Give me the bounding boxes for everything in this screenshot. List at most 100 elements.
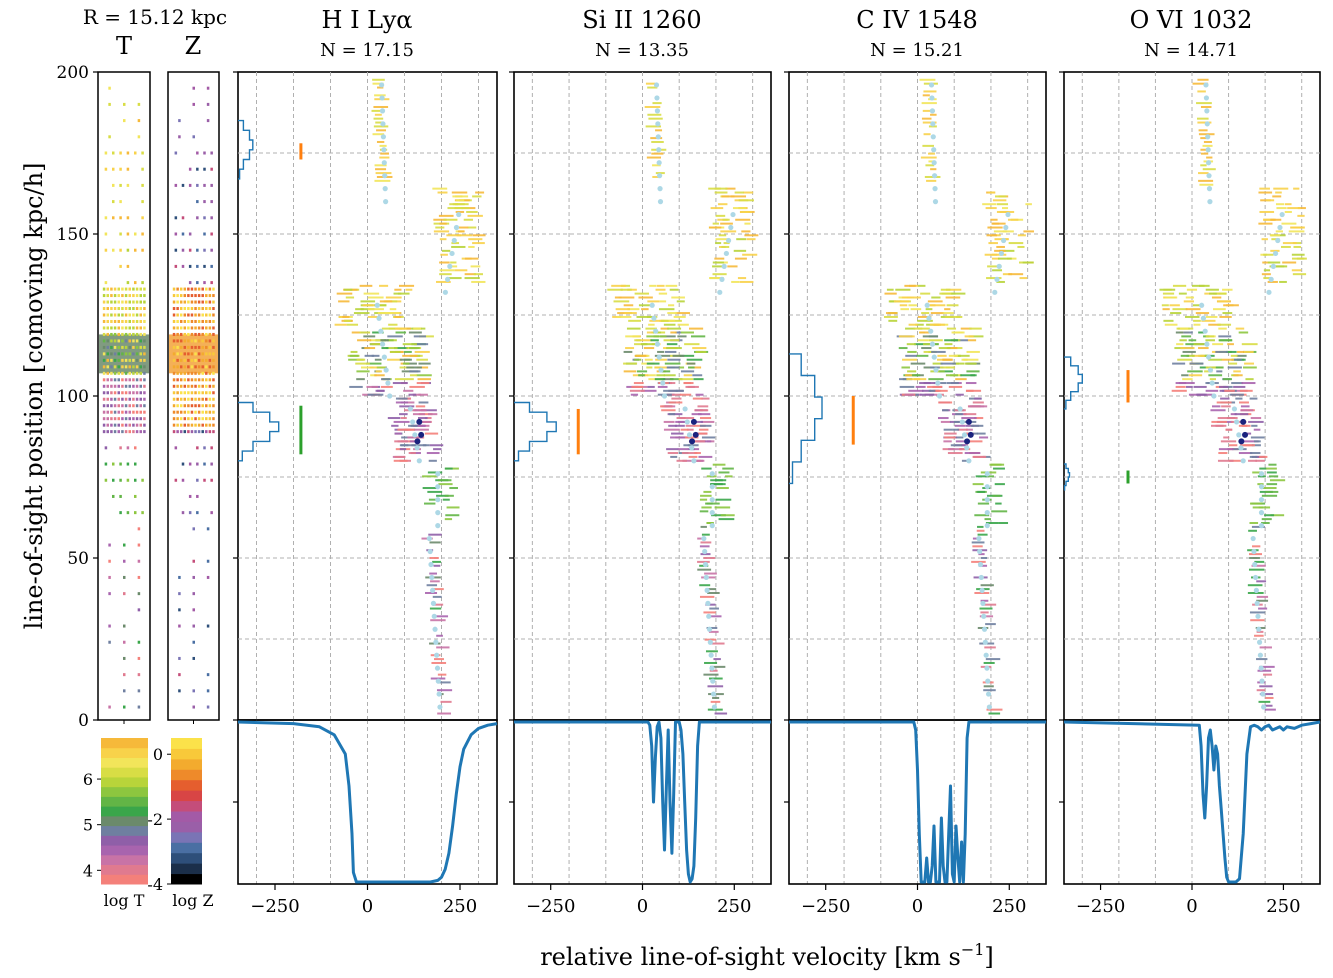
panel-1-particle [385, 312, 400, 315]
panel-1-particle [418, 401, 429, 404]
column-t-cell [106, 326, 109, 330]
panel-1-particle [448, 265, 458, 268]
panel-4-particle [1261, 494, 1278, 497]
panel-2-particle [700, 525, 707, 528]
column-z-cell [194, 397, 197, 401]
column-z-cell [205, 423, 208, 427]
panel-1-particle [366, 385, 378, 388]
panel-3-x-tick-label: 250 [992, 896, 1026, 917]
panel-3-los-velocity-point [936, 393, 943, 399]
panel-2-particle [699, 498, 708, 501]
panel-4-absorber-point [1242, 431, 1249, 438]
column-z-cell [208, 423, 212, 427]
column-t-cell [117, 300, 120, 304]
panel-1-particle [346, 323, 359, 326]
panel-1-particle [375, 168, 387, 171]
panel-2-particle [720, 230, 737, 233]
column-t-cell [128, 397, 131, 401]
panel-1-particle [393, 420, 410, 423]
column-t-cell [139, 397, 142, 401]
column-t-cell [143, 410, 146, 414]
panel-1-particle [413, 335, 427, 338]
column-z-cell [205, 307, 208, 311]
panel-3-particle [917, 327, 930, 330]
panel-4-los-velocity-point [1252, 574, 1259, 581]
panel-1-particle [385, 296, 402, 299]
panel-3-particle [993, 230, 1007, 233]
panel-3-particle [1002, 273, 1013, 276]
panel-1-particle [357, 339, 372, 342]
column-t-cell [102, 410, 106, 414]
column-t-cell [108, 86, 111, 90]
panel-3-particle [992, 269, 1003, 272]
column-t-cell [124, 371, 128, 375]
colorbar-t-band [101, 796, 148, 807]
panel-2-particle [677, 335, 687, 338]
column-t-cell [137, 559, 141, 563]
column-t-cell [134, 494, 137, 498]
column-t-cell [104, 151, 108, 155]
panel-1-particle [438, 214, 454, 217]
column-z-cell [179, 313, 183, 317]
panel-2-particle [688, 455, 698, 458]
panel-3-los-velocity-point [984, 497, 990, 503]
column-z-cell [210, 511, 213, 515]
panel-1-particle [371, 109, 384, 112]
panel-2-particle [668, 401, 676, 404]
panel-2-particle [651, 152, 664, 155]
column-t-cell [113, 345, 117, 349]
column-t-cell [121, 391, 124, 395]
panel-3-los-velocity-point [980, 600, 986, 606]
column-z-cell [201, 307, 204, 311]
column-t-cell [141, 478, 144, 482]
column-t-cell [139, 332, 142, 336]
panel-2-particle [699, 409, 709, 412]
column-z-cell [205, 391, 208, 395]
panel-2-los-velocity-point [657, 173, 663, 179]
panel-1-particle [405, 288, 413, 291]
column-t-cell [108, 705, 111, 709]
column-z-cell [179, 404, 183, 408]
panel-2-particle [650, 339, 659, 342]
panel-1-particle [445, 514, 460, 517]
panel-1-los-velocity-point [381, 354, 387, 360]
panel-2-particle [732, 207, 747, 210]
panel-2-particle [714, 506, 731, 509]
panel-4-los-velocity-point [1207, 199, 1213, 205]
panel-3-particle [906, 378, 921, 381]
panel-4-los-velocity-point [1250, 535, 1256, 542]
panel-3-particle [978, 564, 988, 567]
panel-4-particle [1197, 78, 1209, 81]
column-t-cell [106, 339, 109, 343]
panel-3-los-velocity-point [977, 561, 984, 568]
column-t-cell [106, 345, 109, 349]
column-z-cell [179, 319, 183, 323]
panel-1-title: H I Lyα [322, 6, 413, 34]
panel-3-particle [974, 591, 990, 594]
column-z-cell [205, 410, 208, 414]
panel-3-los-velocity-point [979, 587, 985, 594]
column-t-cell [139, 404, 142, 408]
column-z-cell [172, 307, 176, 311]
column-z-cell [172, 313, 176, 317]
column-z-cell [197, 384, 201, 388]
column-z-cell [179, 410, 183, 414]
column-t-cell [113, 332, 117, 336]
panel-1-particle [389, 308, 397, 311]
panel-2-particle [633, 382, 644, 385]
column-z-cell [176, 384, 179, 388]
column-z-cell [187, 319, 190, 323]
column-t-cell [121, 339, 124, 343]
column-t-cell [126, 264, 130, 268]
panel-2-particle [667, 358, 681, 361]
column-z-cell [178, 575, 181, 579]
column-t-cell [128, 313, 131, 317]
panel-3-particle [985, 207, 997, 210]
panel-4-particle [1185, 308, 1201, 311]
column-t-cell [139, 307, 142, 311]
panel-3-particle [904, 374, 916, 377]
panel-1-particle [472, 242, 485, 245]
column-t-cell [124, 313, 128, 317]
panel-3-particle [908, 323, 918, 326]
column-t-cell [117, 345, 120, 349]
